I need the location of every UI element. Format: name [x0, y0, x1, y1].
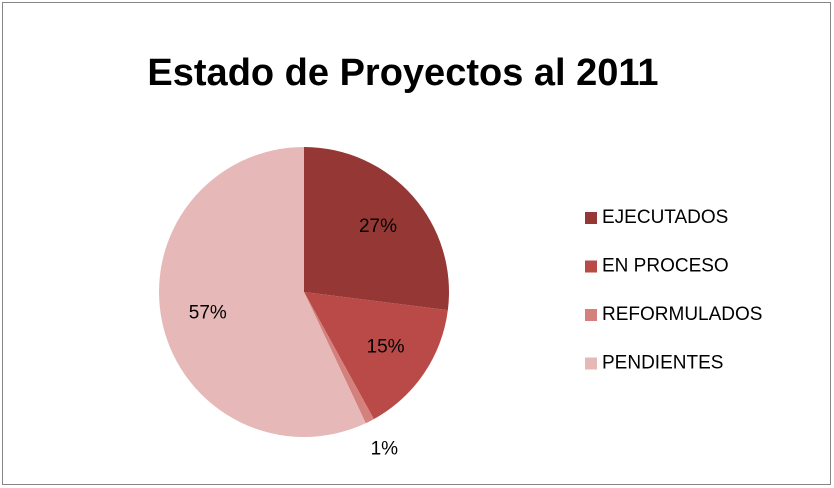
pie-slice — [304, 147, 449, 311]
data-label: 57% — [189, 303, 227, 324]
legend-label: PENDIENTES — [602, 353, 723, 374]
legend-swatch — [585, 309, 597, 321]
legend-label: EN PROCESO — [602, 256, 729, 277]
legend-swatch — [585, 357, 597, 370]
legend-label: REFORMULADOS — [602, 304, 762, 325]
data-label: 1% — [371, 439, 399, 460]
pie-slice — [304, 292, 374, 424]
data-label: 27% — [359, 216, 397, 237]
chart-title: Estado de Proyectos al 2011 — [147, 52, 658, 94]
legend-swatch — [585, 260, 597, 273]
data-label: 15% — [367, 336, 405, 357]
pie-slice — [158, 147, 366, 437]
legend-label: EJECUTADOS — [602, 207, 728, 228]
legend-swatch — [585, 212, 597, 224]
pie-slice — [304, 292, 448, 420]
